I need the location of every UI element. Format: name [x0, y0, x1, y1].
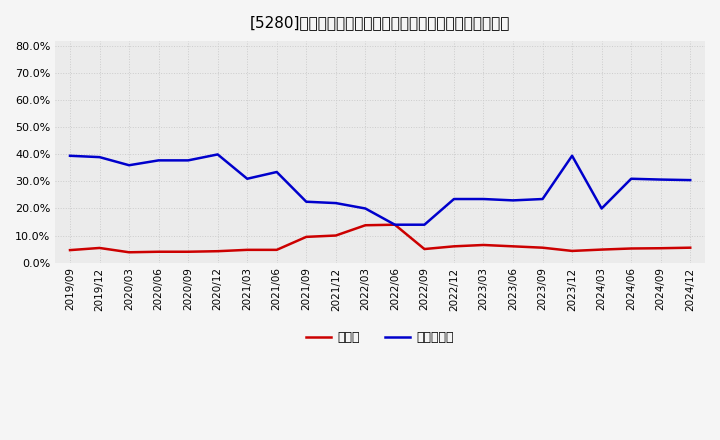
- 現預金: [213, 249, 222, 254]
- 現預金: [686, 245, 695, 250]
- 有利子負債: [243, 176, 251, 181]
- 現預金: [480, 242, 488, 248]
- Title: [5280]　現預金、有利子負債の総資産に対する比率の推移: [5280] 現預金、有利子負債の総資産に対する比率の推移: [250, 15, 510, 30]
- 有利子負債: [598, 206, 606, 211]
- Line: 有利子負債: 有利子負債: [70, 154, 690, 225]
- 有利子負債: [331, 201, 340, 206]
- 現預金: [302, 234, 310, 239]
- 現預金: [154, 249, 163, 254]
- 現預金: [420, 246, 428, 252]
- 有利子負債: [480, 196, 488, 202]
- 現預金: [125, 249, 133, 255]
- 現預金: [361, 223, 369, 228]
- 現預金: [66, 247, 74, 253]
- 現預金: [184, 249, 192, 254]
- 有利子負債: [657, 177, 665, 182]
- 現預金: [449, 244, 458, 249]
- 現預金: [627, 246, 636, 251]
- 有利子負債: [627, 176, 636, 181]
- 有利子負債: [213, 152, 222, 157]
- 現預金: [390, 222, 399, 227]
- 有利子負債: [66, 153, 74, 158]
- 現預金: [331, 233, 340, 238]
- 有利子負債: [568, 153, 577, 158]
- 現預金: [509, 244, 518, 249]
- 有利子負債: [449, 196, 458, 202]
- 有利子負債: [420, 222, 428, 227]
- 有利子負債: [361, 206, 369, 211]
- 有利子負債: [509, 198, 518, 203]
- Line: 現預金: 現預金: [70, 225, 690, 252]
- 有利子負債: [184, 158, 192, 163]
- 有利子負債: [302, 199, 310, 204]
- 有利子負債: [95, 154, 104, 160]
- 有利子負債: [686, 177, 695, 183]
- 現預金: [272, 247, 281, 253]
- 現預金: [243, 247, 251, 253]
- 現預金: [598, 247, 606, 252]
- 現預金: [539, 245, 547, 250]
- 有利子負債: [272, 169, 281, 175]
- 現預金: [568, 248, 577, 253]
- 有利子負債: [539, 196, 547, 202]
- 現預金: [95, 246, 104, 251]
- 有利子負債: [154, 158, 163, 163]
- 有利子負債: [125, 163, 133, 168]
- 現預金: [657, 246, 665, 251]
- Legend: 現預金, 有利子負債: 現預金, 有利子負債: [302, 326, 459, 349]
- 有利子負債: [390, 222, 399, 227]
